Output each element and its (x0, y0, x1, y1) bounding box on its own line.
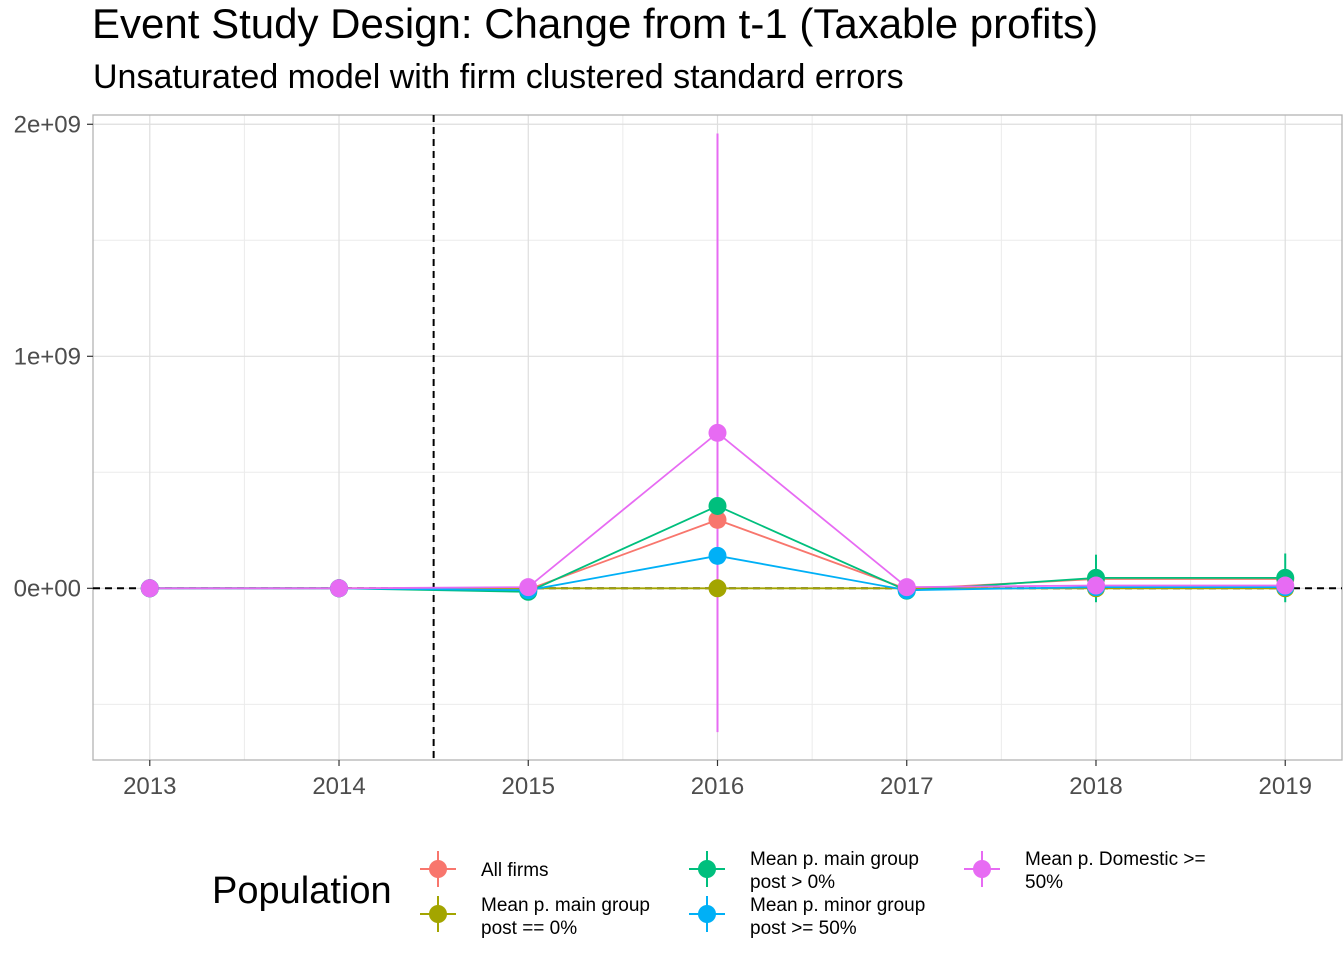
legend-key-main-group-positive (689, 851, 725, 887)
data-point (708, 579, 727, 598)
y-tick-label: 1e+09 (14, 343, 81, 370)
data-point (897, 578, 916, 597)
x-tick-label: 2017 (880, 773, 933, 800)
legend-title: Population (212, 870, 392, 912)
x-tick-label: 2016 (691, 773, 744, 800)
legend-key-domestic (964, 851, 1000, 887)
y-tick-label: 0e+00 (14, 575, 81, 602)
x-tick-label: 2013 (123, 773, 176, 800)
legend-label-main-group-zero: Mean p. main group post == 0% (481, 895, 650, 939)
legend-key-point (698, 860, 716, 878)
data-point (140, 579, 159, 598)
legend-key-point (973, 860, 991, 878)
data-point (330, 579, 349, 598)
legend-key-point (429, 905, 447, 923)
legend-key-point (698, 905, 716, 923)
y-tick-label: 2e+09 (14, 111, 81, 138)
x-tick-label: 2019 (1259, 773, 1312, 800)
x-tick-label: 2014 (312, 773, 365, 800)
data-point (708, 496, 727, 515)
chart-subtitle: Unsaturated model with firm clustered st… (93, 58, 904, 96)
legend-key-main-group-zero (420, 896, 456, 932)
legend-label-main-group-positive: Mean p. main group post > 0% (750, 849, 919, 893)
x-tick-label: 2015 (502, 773, 555, 800)
data-point (519, 578, 538, 597)
legend-label-domestic: Mean p. Domestic >= 50% (1025, 849, 1206, 893)
data-point (1276, 576, 1295, 595)
legend-key-all-firms (420, 851, 456, 887)
legend-label-minor-group: Mean p. minor group post >= 50% (750, 895, 926, 939)
legend-key-point (429, 860, 447, 878)
data-point (708, 423, 727, 442)
data-point (708, 546, 727, 565)
data-point (1086, 576, 1105, 595)
chart-title: Event Study Design: Change from t-1 (Tax… (92, 0, 1099, 47)
series-layer (140, 133, 1295, 733)
legend-label-all-firms: All firms (481, 860, 549, 881)
data-point (708, 510, 727, 529)
axis-layer: 2013 2014 2015 2016 2017 2018 2019 0e+00 1e+09 2e… (14, 111, 1343, 800)
x-tick-label: 2018 (1069, 773, 1122, 800)
legend-key-minor-group (689, 896, 725, 932)
